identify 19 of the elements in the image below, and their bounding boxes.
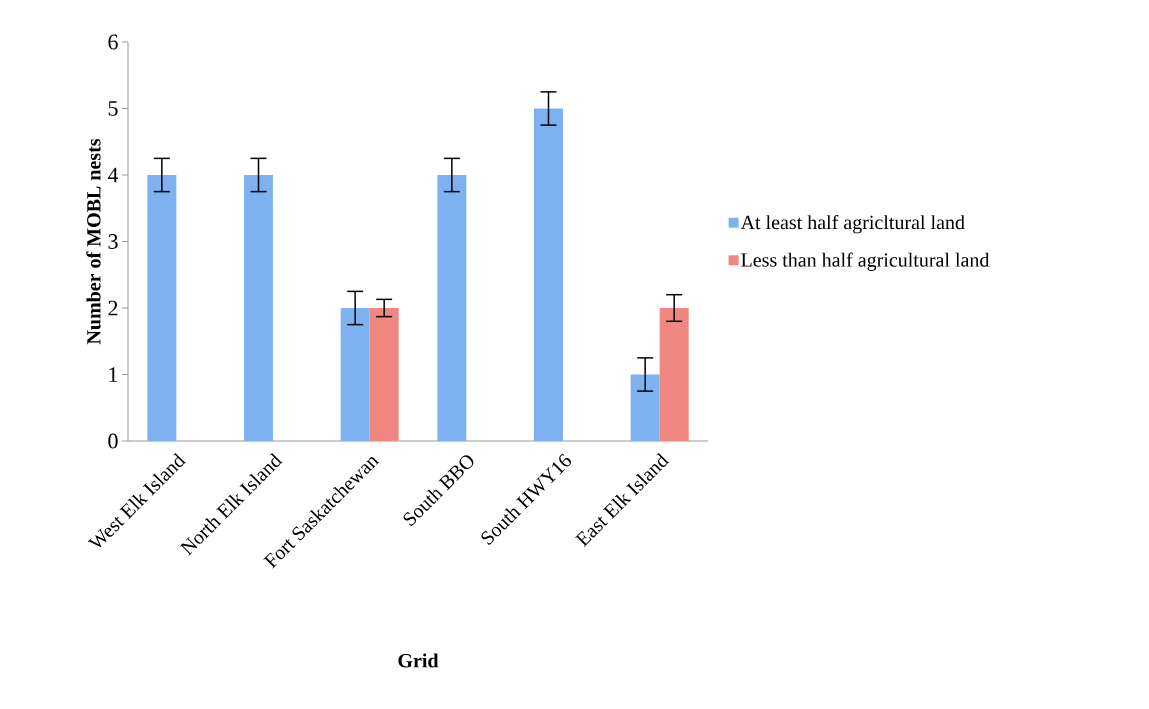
bar [369,308,399,441]
legend-label: Less than half agricultural land [741,252,990,271]
y-tick-label: 6 [108,34,118,50]
legend-label: At least half agricltural land [740,214,965,234]
bar [147,175,177,441]
y-tick-label: 2 [108,300,118,316]
y-tick-label: 4 [107,167,119,183]
y-tick-label: 0 [108,433,118,449]
bar [244,175,273,441]
bar [630,374,660,441]
bar [340,308,370,441]
y-tick-label: 5 [108,101,118,116]
bar [659,308,689,441]
bar [534,108,564,441]
x-axis-title: Grid [398,653,439,668]
y-tick-label: 3 [108,234,118,249]
bar [437,175,467,441]
y-tick-label: 1 [109,367,118,382]
y-axis-title: Number of MOBL nests [86,138,101,345]
